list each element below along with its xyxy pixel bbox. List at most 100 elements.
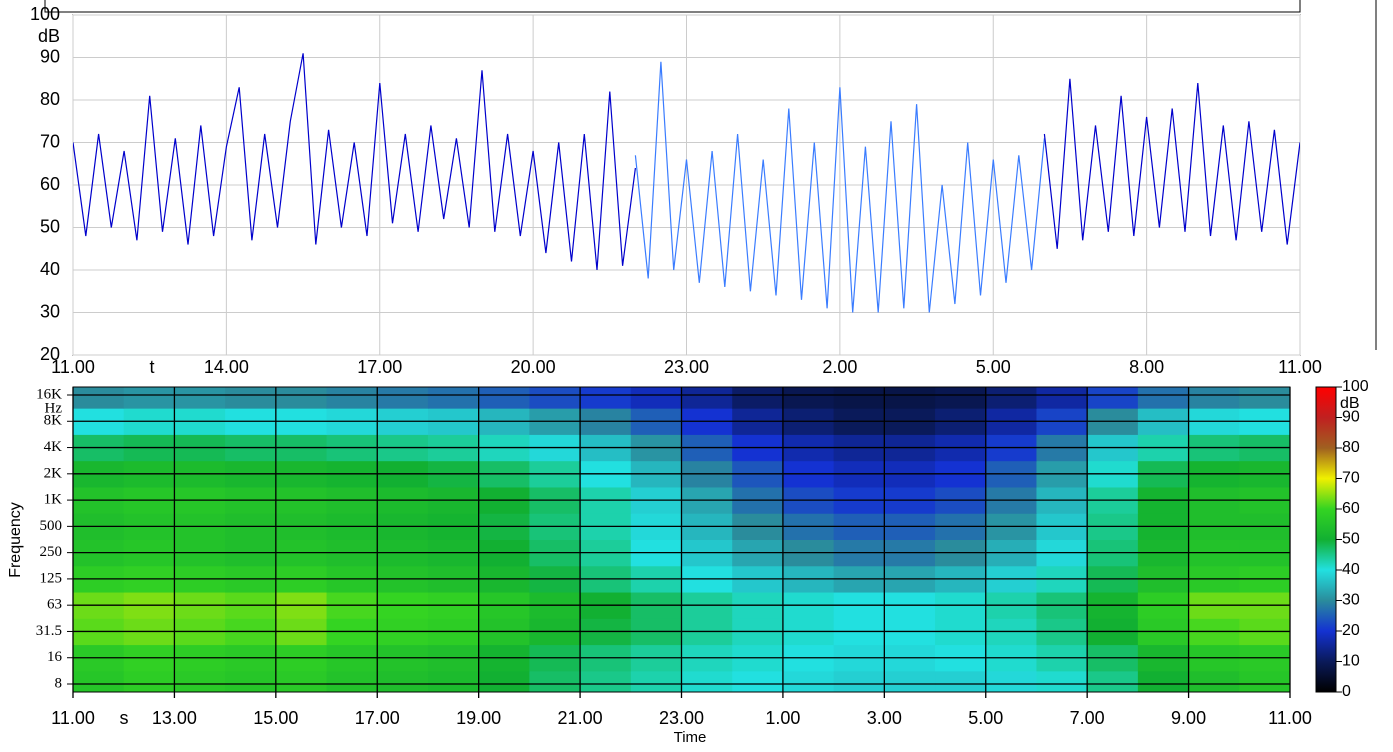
level-line (1043, 78, 1300, 249)
spectrogram-cell (1188, 670, 1240, 692)
colorbar-label: 50 (1342, 531, 1360, 548)
y-tick-label: 90 (40, 46, 60, 66)
y-tick-label: 40 (40, 259, 60, 279)
freq-unit: Hz (45, 400, 63, 416)
colorbar (1315, 386, 1337, 693)
y-label: Frequency (7, 502, 24, 578)
spectrogram-cell (985, 670, 1037, 692)
x-tick-label: 2.00 (822, 357, 857, 377)
x-tick-label: 11.00 (1268, 708, 1312, 728)
spectrogram-cell (884, 670, 936, 692)
spectrogram-cell (1087, 670, 1139, 692)
x-tick-label: 20.00 (511, 357, 556, 377)
spectrogram-cell (529, 670, 581, 692)
x-tick-label: 7.00 (1070, 708, 1105, 728)
colorbar-unit: dB (1340, 395, 1360, 412)
x-tick-label: 1.00 (765, 708, 800, 728)
x-tick-label: 5.00 (976, 357, 1011, 377)
spectrogram-cell (833, 670, 885, 692)
spectrogram-cell (326, 387, 378, 409)
x-tick-label: 13.00 (152, 708, 197, 728)
x-tick-label: 14.00 (204, 357, 249, 377)
band-label: 16 (47, 649, 63, 665)
y-tick-label: 60 (40, 174, 60, 194)
x-tick-label: 11.00 (51, 708, 95, 728)
band-label: 8 (55, 675, 63, 691)
spectrogram-cell (1087, 387, 1139, 409)
spectrogram-cell (630, 387, 682, 409)
band-label: 8K (44, 413, 63, 429)
spectrogram-cell (935, 670, 987, 692)
spectrogram-cell (985, 387, 1037, 409)
y-tick-label: 80 (40, 89, 60, 109)
colorbar-label: 10 (1342, 653, 1360, 670)
spectrogram-cell (123, 387, 175, 409)
x-tick-label: 23.00 (659, 708, 704, 728)
spectrogram-cell (478, 670, 530, 692)
spectrogram-cell (377, 387, 429, 409)
spectrogram-cell (427, 387, 480, 409)
spectrogram-cell (529, 387, 581, 409)
x-tick-label: 19.00 (456, 708, 501, 728)
spectrogram-cell (1239, 670, 1290, 692)
x-label: Time (674, 729, 707, 746)
spectrogram-cell (377, 670, 429, 692)
x-tick-label: 21.00 (558, 708, 603, 728)
x-tick-label: 11.00 (51, 357, 95, 377)
x-tick-label: 17.00 (355, 708, 400, 728)
spectrogram-cell (275, 387, 328, 409)
spectrogram-cell (174, 387, 226, 409)
x-tick-label: 5.00 (968, 708, 1003, 728)
band-label: 31.5 (36, 623, 62, 639)
level-line (73, 53, 636, 271)
spectrogram-cell (73, 387, 125, 409)
spectrogram-cell (1036, 387, 1088, 409)
spectrogram-cell (73, 670, 125, 692)
spectrogram-cell (681, 387, 733, 409)
band-label: 63 (47, 597, 62, 613)
band-label: 4K (44, 439, 63, 455)
x-tick-label: 8.00 (1129, 357, 1164, 377)
y-tick-label: 100 (30, 4, 60, 24)
band-label: 1K (44, 492, 63, 508)
spectrogram-cell (1036, 670, 1088, 692)
band-label: 16K (36, 386, 62, 402)
spectrogram-cell (630, 670, 682, 692)
spectrogram-cell (732, 670, 784, 692)
spectrogram-cell (1239, 387, 1290, 409)
spectrogram-cell (782, 387, 835, 409)
colorbar-label: 60 (1342, 500, 1360, 517)
spectrogram-cell (123, 670, 175, 692)
spectrogram-cell (580, 670, 632, 692)
band-label: 500 (40, 518, 63, 534)
y-tick-label: 20 (40, 344, 60, 364)
y-tick-label: 30 (40, 301, 60, 321)
band-label: 250 (40, 544, 63, 560)
level-grid (72, 14, 1301, 356)
spectrogram-cell (935, 387, 987, 409)
spectrogram-cell (326, 670, 378, 692)
x-label: t (149, 357, 154, 377)
spectrogram-cell (174, 670, 226, 692)
spectrogram-cell (782, 670, 835, 692)
x-tick-label: 23.00 (664, 357, 709, 377)
x-tick-label: 3.00 (867, 708, 902, 728)
x-tick-label: 15.00 (253, 708, 298, 728)
colorbar-label: 90 (1342, 409, 1360, 426)
spectrogram-cell (427, 670, 480, 692)
spectrogram-cell (225, 387, 277, 409)
colorbar-label: 70 (1342, 470, 1360, 487)
spectrogram-cell (580, 387, 632, 409)
level-line (634, 61, 1045, 313)
spectrogram-cell (833, 387, 885, 409)
spectrogram-cell (1137, 670, 1190, 692)
y-tick-label: 70 (40, 131, 60, 151)
x-tick-label: 11.00 (1278, 357, 1322, 377)
band-label: 125 (40, 570, 63, 586)
level-lines (73, 53, 1300, 313)
colorbar-label: 0 (1342, 683, 1351, 700)
colorbar-label: 20 (1342, 622, 1360, 639)
colorbar-label: 80 (1342, 439, 1360, 456)
